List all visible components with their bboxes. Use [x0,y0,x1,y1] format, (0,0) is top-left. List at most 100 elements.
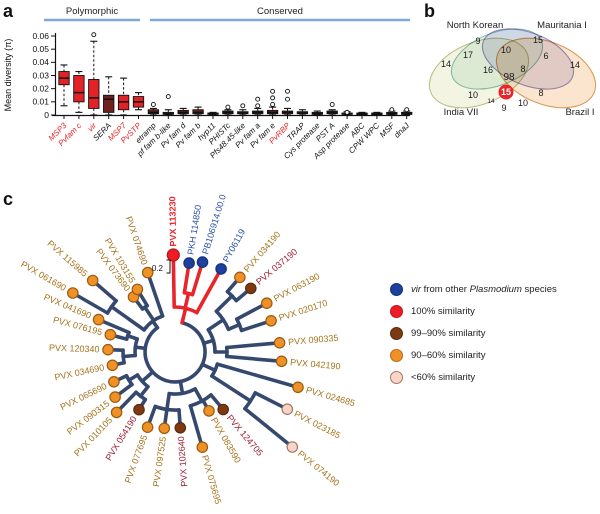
panel-label-b: b [424,1,435,21]
panel-a-boxplot: Polymorphic Conserved 0 0.01 0.02 0.03 0.04 0.0… [3,6,413,161]
legend-dot [390,305,403,318]
legend-dot [390,349,403,362]
legend-item: 100% similarity [390,305,557,318]
venn-count: 16 [483,65,493,75]
venn-count: 14 [441,59,451,69]
boxplot-outlier [240,103,246,109]
tree-branch [243,406,295,449]
legend-label: 90–60% similarity [411,350,485,361]
similarity-dot [273,337,286,349]
tree-leaf-label: PVX 041690 [42,292,92,321]
similarity-dot [275,355,288,368]
legend-label-italic-part: Plasmodium [469,284,522,295]
tree-branch [200,362,217,372]
tree-branch [253,391,290,411]
boxplot-box [88,78,100,109]
similarity-dot [86,274,99,287]
similarity-dot [174,422,187,434]
venn-highlight-circle [498,84,514,100]
legend-dot [390,371,403,384]
panel-c-tree: PVX 113230 PKH 114850PB106914.00.0PY06119… [19,193,356,505]
tree-leaf-label: PVX 020170 [278,298,329,323]
tree-branch [193,387,204,403]
tree-arc [243,391,257,411]
tree-branch [165,391,171,412]
legend-dot [390,327,403,340]
legend-label-italic-part: vir [411,284,422,295]
tree-leaf-label: PKH 114850 [185,204,203,255]
tree-branch [109,304,146,332]
venn-highlight-count: 15 [501,87,511,97]
tree-leaf-label: PVX 115985 [45,238,89,278]
tree-leaf-label: PVX 097525 [151,436,168,487]
tree-branch [225,354,284,364]
tree-branch [71,291,110,315]
tree-branch [183,291,191,310]
tree-legend: vir from other Plasmodium species 100% si… [390,283,557,384]
venn-set-label: India VII [444,107,479,118]
legend-label-part: 99–90% similarity [411,328,486,339]
boxplot-outlier [404,107,410,113]
y-tick-label: 0 [44,110,49,120]
similarity-dot [110,406,123,419]
similarity-dot [281,403,294,415]
boxplot-outlier [389,107,395,113]
tree-branch [143,305,156,323]
similarity-dot [106,359,119,372]
venn-set-label: North Korean [447,20,504,31]
y-tick-label: 0.01 [32,97,49,107]
y-tick-label: 0.06 [32,31,49,41]
legend-label: 100% similarity [411,306,475,317]
similarity-dot [265,315,277,327]
boxplot-outlier [91,32,97,38]
boxplot-outlier [255,96,261,102]
similarity-dot [217,403,229,416]
y-axis-title: Mean diversity (π) [3,39,13,112]
legend-dot [390,283,403,296]
tree-branch [226,322,242,332]
venn-count: 10 [501,45,511,55]
venn-count: 14 [487,98,495,105]
panel-label-a: a [3,1,14,21]
panel-b-venn: India VII North Korean Mauritania I Brazil … [428,20,597,118]
tree-branch [178,379,185,396]
tree-leaf-label: PVX 061690 [19,259,68,293]
venn-count: 17 [463,50,473,60]
boxplot-outlier [165,94,171,100]
venn-count: 8 [538,88,543,98]
tree-branch [214,294,234,314]
category-label: dnaJ [392,120,411,139]
y-tick-label: 0.05 [32,44,49,54]
boxplot-outlier [270,102,276,107]
similarity-dot [166,248,180,262]
tree-arc [143,321,207,384]
tree-arc [121,348,126,365]
similarity-dot [196,256,209,268]
boxplot-outlier [255,103,261,109]
tree-branch [195,267,223,315]
venn-count: 9 [475,36,480,46]
similarity-dot [108,376,120,388]
tree-arc [214,309,231,332]
boxplot-outlier [225,104,231,110]
venn-count: 15 [533,35,543,45]
tree-leaf-label: PVX 042190 [290,357,341,371]
scale-bar-label: 0.2 [152,264,164,273]
boxplot-outlier [329,102,335,107]
group-header: Polymorphic [66,6,119,17]
similarity-dot [183,257,195,269]
tree-leaf-label: PY06119 [221,227,247,264]
tree-leaf-label: PVX 113230 [167,196,178,246]
tree-leaf-label: PVX 077695 [123,433,150,484]
tree-branch [210,374,253,403]
boxplot-outlier [270,95,276,101]
tree-branch [215,362,300,390]
similarity-dot [196,441,209,454]
tree-leaf-label: PVX 074690 [124,215,150,266]
similarity-dot [203,405,215,417]
tree-leaf-label: PVX 102640 [176,436,190,487]
legend-label: 99–90% similarity [411,328,485,339]
boxplot-outlier [344,109,350,115]
similarity-dot [245,282,257,295]
